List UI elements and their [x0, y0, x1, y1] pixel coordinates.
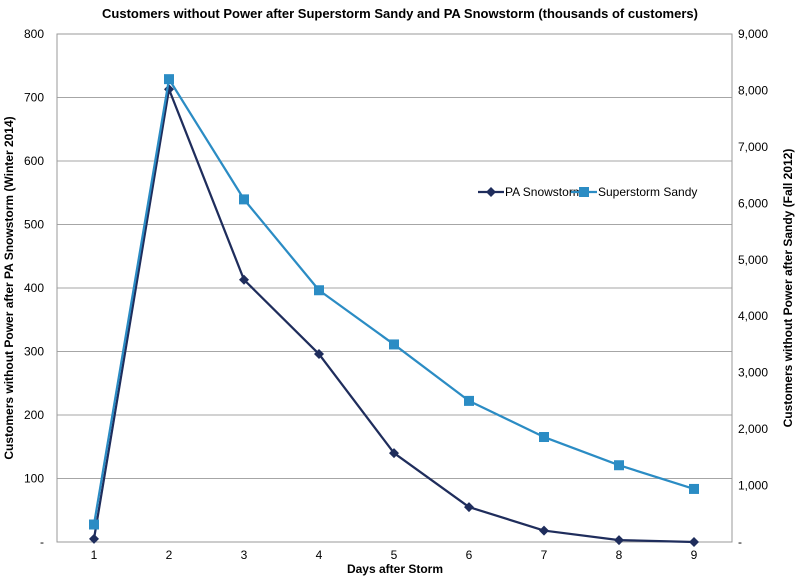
left-tick-label: 700 [24, 91, 44, 105]
series-layer [89, 74, 699, 547]
right-axis-ticks: - 1,000 2,000 3,000 4,000 5,000 6,000 7,000 8,00… [738, 27, 768, 549]
x-tick-label: 7 [541, 548, 548, 562]
left-tick-label: 200 [24, 408, 44, 422]
left-tick-label: 300 [24, 345, 44, 359]
data-point-square [614, 460, 624, 471]
data-point-square [314, 285, 324, 296]
data-point-diamond [464, 502, 474, 513]
right-axis-label: Customers without Power after Sandy (Fal… [781, 149, 795, 428]
left-tick-label: - [40, 535, 44, 549]
right-tick-label: - [738, 535, 742, 549]
legend-item: Superstorm Sandy [571, 185, 697, 199]
right-tick-label: 5,000 [738, 253, 768, 267]
x-axis-ticks: 1 2 3 4 5 6 7 8 9 [91, 548, 698, 562]
left-tick-label: 500 [24, 218, 44, 232]
right-tick-label: 3,000 [738, 366, 768, 380]
data-point-diamond [539, 525, 549, 536]
data-point-square [164, 74, 174, 85]
x-tick-label: 5 [391, 548, 398, 562]
right-tick-label: 6,000 [738, 196, 768, 210]
data-point-diamond [614, 535, 624, 546]
right-tick-label: 8,000 [738, 83, 768, 97]
data-point-square [539, 432, 549, 443]
right-tick-label: 1,000 [738, 479, 768, 493]
legend: PA Snowstorm Superstorm Sandy [478, 185, 697, 199]
chart-title: Customers without Power after Superstorm… [102, 6, 698, 21]
data-point-diamond [239, 274, 249, 285]
x-tick-label: 6 [466, 548, 473, 562]
x-tick-label: 3 [241, 548, 248, 562]
plot-area-border [56, 33, 733, 543]
data-point-square [239, 194, 249, 205]
data-point-square [689, 483, 699, 494]
series-line [92, 88, 695, 544]
data-point-diamond [314, 349, 324, 360]
data-point-diamond [689, 537, 699, 547]
x-tick-label: 1 [91, 548, 98, 562]
left-axis-label: Customers without Power after PA Snowsto… [2, 116, 16, 459]
gridlines [57, 97, 732, 479]
series-superstorm-sandy [89, 74, 699, 530]
left-tick-label: 400 [24, 281, 44, 295]
data-point-diamond [89, 533, 99, 544]
legend-label: Superstorm Sandy [598, 185, 697, 199]
right-tick-label: 7,000 [738, 140, 768, 154]
right-tick-label: 9,000 [738, 27, 768, 41]
data-point-square [464, 395, 474, 406]
data-point-square [89, 519, 99, 530]
left-axis-ticks: - 100 200 300 400 500 600 700 800 [24, 27, 44, 549]
legend-marker-diamond [486, 187, 496, 197]
data-point-square [389, 339, 399, 350]
left-tick-label: 100 [24, 472, 44, 486]
legend-label: PA Snowstorm [505, 185, 583, 199]
right-tick-label: 4,000 [738, 309, 768, 323]
legend-marker-square [579, 187, 589, 197]
right-tick-label: 2,000 [738, 422, 768, 436]
series-pa-snowstorm [89, 84, 699, 547]
x-axis-label: Days after Storm [347, 562, 443, 576]
x-tick-label: 8 [616, 548, 623, 562]
x-tick-label: 9 [691, 548, 698, 562]
left-tick-label: 800 [24, 27, 44, 41]
left-tick-label: 600 [24, 154, 44, 168]
data-point-diamond [389, 448, 399, 459]
x-tick-label: 2 [166, 548, 173, 562]
legend-item: PA Snowstorm [478, 185, 583, 199]
x-tick-label: 4 [316, 548, 323, 562]
